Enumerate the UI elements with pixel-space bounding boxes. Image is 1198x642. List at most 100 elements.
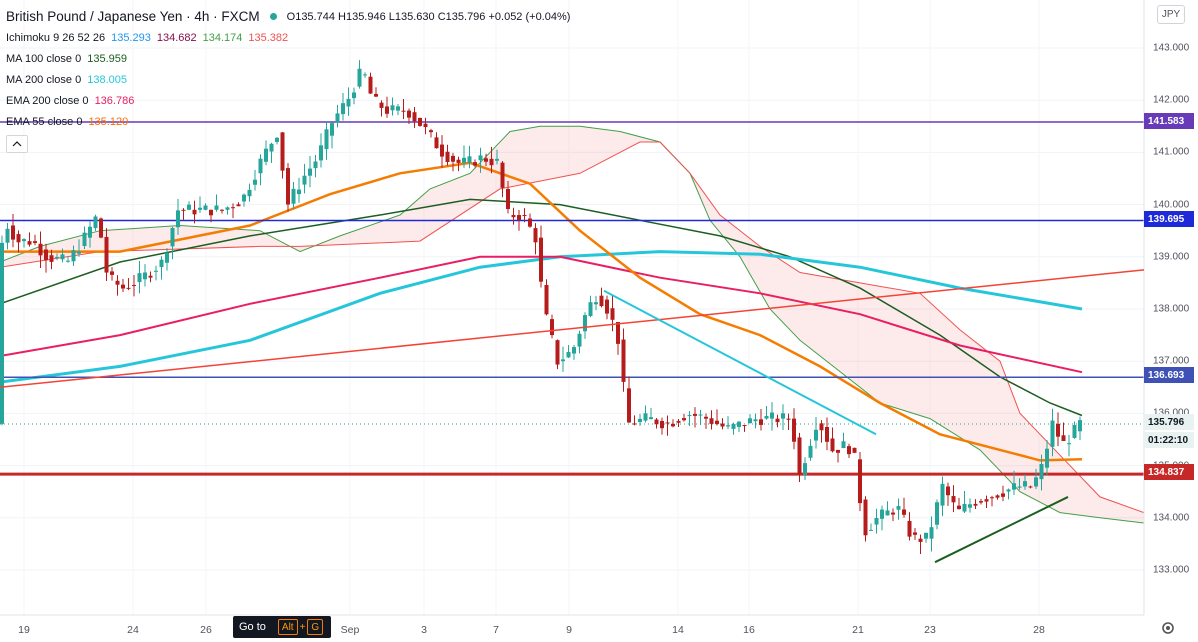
time-tick-label: 23: [924, 624, 936, 636]
candle-up: [82, 232, 87, 247]
candle-up: [1050, 420, 1055, 447]
candle-down: [654, 419, 659, 425]
candle-up: [687, 415, 692, 417]
indicator-value: 134.174: [202, 31, 243, 44]
candle-up: [478, 155, 483, 161]
candle-down: [286, 168, 290, 205]
candle-down: [1028, 486, 1033, 488]
candle-down: [946, 486, 950, 496]
candle-down: [132, 284, 136, 286]
candle-up: [22, 239, 26, 242]
candle-up: [346, 98, 351, 107]
price-axis-label: 141.583: [1144, 113, 1194, 129]
candle-down: [49, 255, 54, 262]
market-status-icon: [269, 13, 277, 20]
candle-up: [198, 207, 202, 210]
candle-down: [506, 188, 510, 210]
candle-down: [984, 499, 989, 502]
candle-up: [71, 250, 76, 262]
horizontal-levels: [0, 121, 1144, 476]
candle-up: [319, 145, 323, 161]
candle-down: [528, 218, 532, 227]
collapse-legend-button[interactable]: [6, 135, 28, 153]
indicator-value: 136.786: [94, 94, 135, 107]
candle-down: [792, 418, 796, 442]
candle-up: [176, 210, 180, 228]
symbol-title[interactable]: British Pound / Japanese Yen · 4h · FXCM: [6, 9, 260, 24]
indicator-legend-row[interactable]: EMA 200 close 0 136.786: [6, 90, 570, 111]
candle-down: [825, 426, 829, 442]
currency-badge[interactable]: JPY: [1157, 5, 1185, 24]
candle-down: [500, 162, 505, 188]
candle-up: [1023, 481, 1027, 487]
candle-up: [803, 463, 807, 475]
candle-down: [104, 236, 109, 273]
candle-down: [775, 418, 780, 423]
price-tick-label: 136.000: [1153, 408, 1189, 419]
candle-up: [324, 129, 329, 150]
candle-up: [770, 412, 774, 419]
price-tick-label: 137.000: [1153, 355, 1190, 367]
candle-up: [297, 189, 301, 195]
time-tick-label: 19: [18, 624, 30, 636]
candle-down: [599, 295, 604, 307]
candle-up: [467, 156, 472, 163]
candle-down: [907, 520, 912, 537]
candle-down: [522, 215, 527, 217]
candle-down: [830, 438, 835, 452]
indicator-legend-row[interactable]: Ichimoku 9 26 52 26 135.293 134.682 134.174…: [6, 27, 570, 48]
candle-down: [379, 102, 384, 108]
goto-date-button[interactable]: Go to Alt + G: [233, 616, 332, 638]
candle-down: [445, 151, 450, 163]
candle-up: [764, 415, 769, 419]
candle-down: [374, 93, 378, 97]
candle-up: [313, 161, 318, 169]
candle-up: [869, 529, 873, 531]
candle-up: [896, 506, 901, 510]
candle-up: [258, 158, 263, 174]
indicator-lines: [0, 161, 1083, 462]
candle-down: [550, 319, 554, 336]
candle-down: [511, 215, 516, 218]
candle-up: [874, 518, 879, 525]
indicator-legend-row[interactable]: MA 200 close 0 138.005: [6, 69, 570, 90]
indicator-value: 134.682: [156, 31, 197, 44]
price-axis-label: 136.693: [1144, 367, 1194, 383]
candle-down: [110, 271, 114, 275]
candle-up: [588, 302, 593, 316]
candle-down: [715, 420, 719, 425]
candle-down: [121, 284, 125, 289]
price-tick-label: 138.000: [1153, 303, 1190, 315]
candle-down: [44, 249, 48, 261]
candle-up: [1072, 424, 1077, 438]
candle-down: [627, 388, 631, 423]
candle-up: [352, 92, 356, 99]
candle-up: [143, 272, 147, 280]
candle-down: [621, 339, 626, 382]
plus-sign: +: [299, 621, 306, 633]
candle-down: [231, 207, 235, 209]
candle-down: [456, 159, 461, 163]
candle-up: [170, 227, 175, 247]
indicator-value: 135.959: [87, 52, 127, 65]
candle-up: [594, 302, 598, 305]
candle-down: [918, 538, 923, 542]
candle-up: [968, 504, 972, 508]
series-line-ema-200: [0, 255, 1083, 374]
indicator-name: EMA 55 close 0: [6, 115, 83, 128]
gear-icon[interactable]: [1160, 620, 1176, 641]
indicator-value: 135.293: [111, 31, 151, 44]
indicator-name: Ichimoku 9 26 52 26: [6, 31, 106, 44]
candle-up: [0, 242, 4, 424]
candle-up: [242, 194, 246, 202]
candle-down: [616, 322, 620, 344]
candle-down: [27, 241, 32, 245]
time-tick-label: 28: [1033, 624, 1045, 636]
indicator-legend-row[interactable]: MA 100 close 0 135.959: [6, 48, 570, 69]
indicator-legend-row[interactable]: EMA 55 close 0 135.120: [6, 111, 570, 132]
price-axis-label: 135.796: [1144, 414, 1194, 430]
candle-down: [423, 123, 428, 128]
senkou-span-b-line: [0, 141, 1145, 514]
candle-up: [165, 252, 169, 263]
